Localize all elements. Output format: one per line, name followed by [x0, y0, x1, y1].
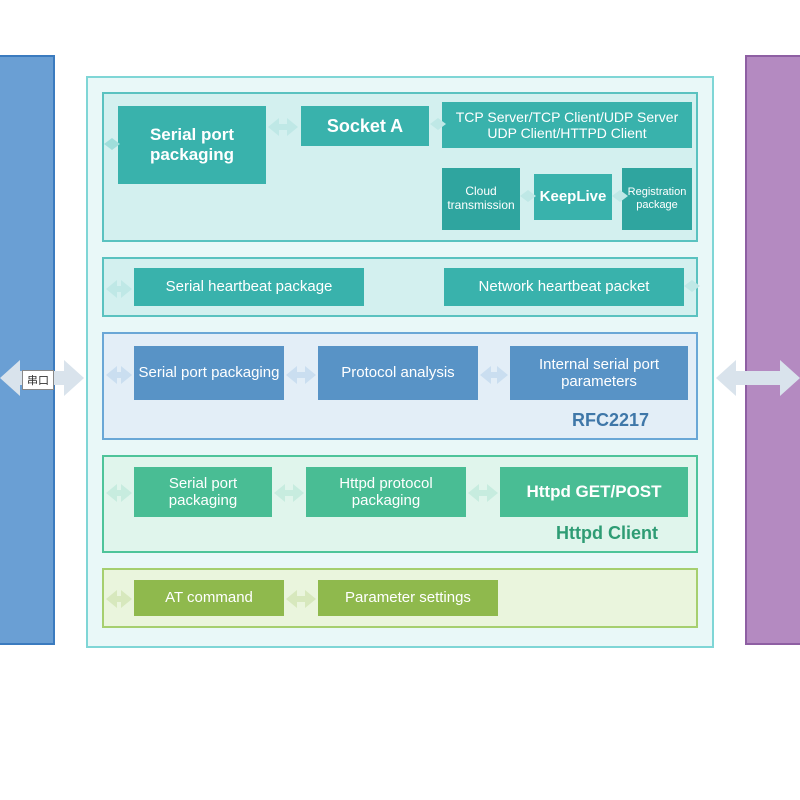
diagram-canvas: 串口 Serial port packaging Socket A TCP Serv…	[0, 0, 800, 800]
node-r1-socket: Socket A	[301, 106, 429, 146]
arrow	[106, 590, 132, 608]
arrow	[480, 366, 508, 384]
node-r4-serial: Serial port packaging	[134, 467, 272, 517]
node-r4-httpdget: Httpd GET/POST	[500, 467, 688, 517]
node-r5-at: AT command	[134, 580, 284, 616]
node-r2-serialhb: Serial heartbeat package	[134, 268, 364, 306]
node-r5-param: Parameter settings	[318, 580, 498, 616]
node-r1-serial: Serial port packaging	[118, 106, 266, 184]
node-r4-httpdpkg: Httpd protocol packaging	[306, 467, 466, 517]
arrow	[268, 118, 298, 136]
arrow	[274, 484, 304, 502]
arrow	[430, 118, 446, 130]
right-side-block	[745, 55, 800, 645]
arrow	[286, 590, 316, 608]
arrow	[104, 138, 120, 150]
node-r1-cloud: Cloud transmission	[442, 168, 520, 230]
arrow	[106, 366, 132, 384]
node-r1-reg: Registration package	[622, 168, 692, 230]
arrow	[684, 280, 700, 292]
arrow	[106, 484, 132, 502]
node-r3-proto: Protocol analysis	[318, 346, 478, 400]
rfc2217-label: RFC2217	[572, 410, 649, 431]
node-r2-nethb: Network heartbeat packet	[444, 268, 684, 306]
arrow	[468, 484, 498, 502]
node-r1-keep: KeepLive	[534, 174, 612, 220]
arrow	[612, 190, 628, 202]
node-r3-internal: Internal serial port parameters	[510, 346, 688, 400]
left-side-block	[0, 55, 55, 645]
serial-chip-label: 串口	[22, 370, 54, 390]
big-arrow	[716, 360, 800, 396]
httpd-client-label: Httpd Client	[556, 523, 658, 544]
arrow	[286, 366, 316, 384]
node-r1-tcp: TCP Server/TCP Client/UDP Server UDP Cli…	[442, 102, 692, 148]
arrow	[106, 280, 132, 298]
arrow	[520, 190, 536, 202]
node-r3-serial: Serial port packaging	[134, 346, 284, 400]
